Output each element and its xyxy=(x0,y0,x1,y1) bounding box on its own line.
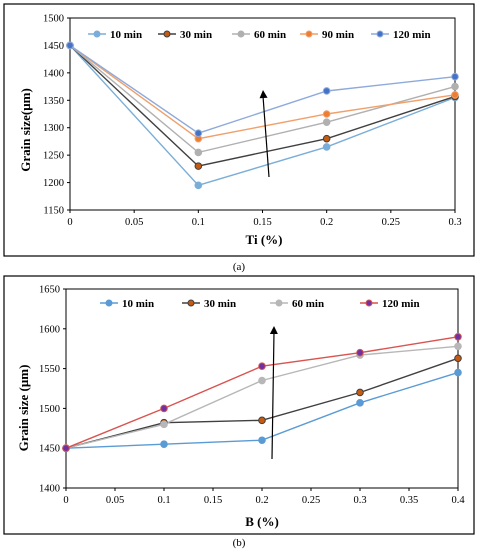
panel-a-data-point xyxy=(322,87,331,95)
panel-b-data-point xyxy=(454,354,462,363)
panel-a-x-tick-label: 0.3 xyxy=(448,217,461,228)
panel-b-data-point xyxy=(356,388,364,397)
panel-b-y-tick-label: 1600 xyxy=(39,324,60,335)
panel-a-legend-label: 10 min xyxy=(110,29,142,41)
panel-a-xlabel: Ti (%) xyxy=(246,232,283,247)
panel-a-data-point xyxy=(194,148,203,157)
panel-a-series-line xyxy=(69,44,456,134)
panel-a-data-point xyxy=(194,181,203,190)
panel-a-ylabel: Grain size(μm) xyxy=(18,88,33,172)
panel-a-y-tick-label: 1300 xyxy=(43,123,64,134)
panel-a-legend-label: 120 min xyxy=(393,29,431,41)
panel-a-y-tick-label: 1450 xyxy=(43,41,64,52)
panel-b-data-point xyxy=(62,444,70,453)
panel-a-x-tick-label: 0.25 xyxy=(382,217,400,228)
panel-a-arrow-head xyxy=(259,90,268,99)
panel-b-legend-label: 30 min xyxy=(204,298,236,310)
panel-a-series-line xyxy=(69,44,456,140)
panel-b-data-point xyxy=(160,420,168,429)
panel-a-data-point xyxy=(322,118,331,127)
panel-a-arrow-shaft xyxy=(262,95,270,178)
panel-a-x-tick-label: 0.05 xyxy=(125,217,143,228)
panel-b-y-tick-label: 1500 xyxy=(39,404,60,415)
panel-a-legend-label: 60 min xyxy=(254,29,286,41)
panel-a: Grain size(μm) Ti (%) 1150 1200 1250 1300 13… xyxy=(18,14,462,248)
panel-b-data-point xyxy=(258,362,266,371)
panel-b-ylabel: Grain size (μm) xyxy=(16,365,31,452)
panel-a-data-point xyxy=(451,91,459,99)
panel-b-x-tick-label: 0.1 xyxy=(157,495,170,506)
panel-b-data-point xyxy=(356,399,364,407)
panel-b-x-tick-label: 0.05 xyxy=(106,495,124,506)
panel-b-legend-swatch-marker xyxy=(365,299,373,307)
panel-a-y-tick-label: 1400 xyxy=(43,68,64,79)
panel-b-xlabel: B (%) xyxy=(245,514,279,529)
panel-b-data-point xyxy=(160,440,168,449)
panel-a-legend-label: 90 min xyxy=(322,29,354,41)
panel-a-data-point xyxy=(451,72,459,81)
panel-b-arrow-head xyxy=(269,326,278,335)
panel-a-x-tick-label: 0.15 xyxy=(253,217,271,228)
panel-b-legend-swatch-marker xyxy=(105,299,113,307)
panel-b-x-tick-label: 0.2 xyxy=(255,495,268,506)
panel-b-data-point xyxy=(356,348,364,357)
panel-b: Grain size (μm) B (%) 1400 1450 1500 1550 16… xyxy=(16,285,465,530)
panel-a-y-tick-label: 1250 xyxy=(43,151,64,162)
panel-a-caption: (a) xyxy=(233,261,246,273)
panel-b-legend-swatch-marker xyxy=(187,299,195,307)
panel-a-y-tick-label: 1350 xyxy=(43,96,64,107)
panel-a-legend-swatch-marker xyxy=(305,30,313,38)
panel-b-legend-label: 60 min xyxy=(292,298,324,310)
panel-b-x-tick-label: 0.35 xyxy=(400,495,418,506)
panel-b-data-point xyxy=(454,342,462,351)
panel-a-legend-swatch-marker xyxy=(93,30,101,38)
panel-b-x-tick-label: 0.15 xyxy=(204,495,222,506)
panel-a-frame xyxy=(3,3,475,257)
panel-a-series-line xyxy=(69,44,456,167)
panel-b-legend-label: 10 min xyxy=(122,298,154,310)
panel-b-x-tick-label: 0.4 xyxy=(451,495,465,506)
panel-b-data-point xyxy=(258,416,266,425)
panel-b-y-tick-label: 1450 xyxy=(39,444,60,455)
panel-b-x-tick-label: 0.25 xyxy=(302,495,320,506)
panel-b-legend-swatch-marker xyxy=(275,299,283,307)
panel-a-data-point xyxy=(322,143,331,151)
panel-a-x-tick-label: 0 xyxy=(67,217,72,228)
panel-a-data-point xyxy=(66,41,74,50)
panel-b-data-point xyxy=(160,404,168,413)
panel-b-x-tick-label: 0.3 xyxy=(353,495,366,506)
panel-a-legend-label: 30 min xyxy=(180,29,212,41)
panel-a-x-tick-label: 0.1 xyxy=(192,217,205,228)
panel-a-legend-swatch-marker xyxy=(376,30,384,38)
panel-a-data-point xyxy=(322,134,331,143)
panel-b-data-point xyxy=(454,332,462,341)
panel-b-arrow-shaft xyxy=(271,331,275,460)
panel-b-data-point xyxy=(258,376,266,385)
panel-a-legend-swatch-marker xyxy=(163,30,171,38)
panel-b-frame xyxy=(3,275,475,535)
panel-a-x-tick-label: 0.2 xyxy=(320,217,333,228)
panel-b-y-tick-label: 1550 xyxy=(39,364,60,375)
panel-a-data-point xyxy=(194,162,203,170)
panel-a-y-tick-label: 1500 xyxy=(43,14,64,25)
panel-b-data-point xyxy=(258,436,266,445)
panel-b-x-tick-label: 0 xyxy=(63,495,68,506)
panel-b-y-tick-label: 1400 xyxy=(39,484,60,495)
panel-a-legend-swatch-marker xyxy=(237,30,245,38)
panel-b-legend-label: 120 min xyxy=(382,298,420,310)
panel-a-data-point xyxy=(194,129,203,137)
panel-a-y-tick-label: 1150 xyxy=(43,206,64,217)
panel-b-y-tick-label: 1650 xyxy=(39,285,60,296)
panel-a-data-point xyxy=(451,82,459,91)
panel-b-caption: (b) xyxy=(233,537,246,549)
panel-b-data-point xyxy=(454,368,462,377)
panel-a-series-line xyxy=(69,44,456,187)
panel-a-y-tick-label: 1200 xyxy=(43,178,64,189)
panel-a-data-point xyxy=(322,110,331,118)
